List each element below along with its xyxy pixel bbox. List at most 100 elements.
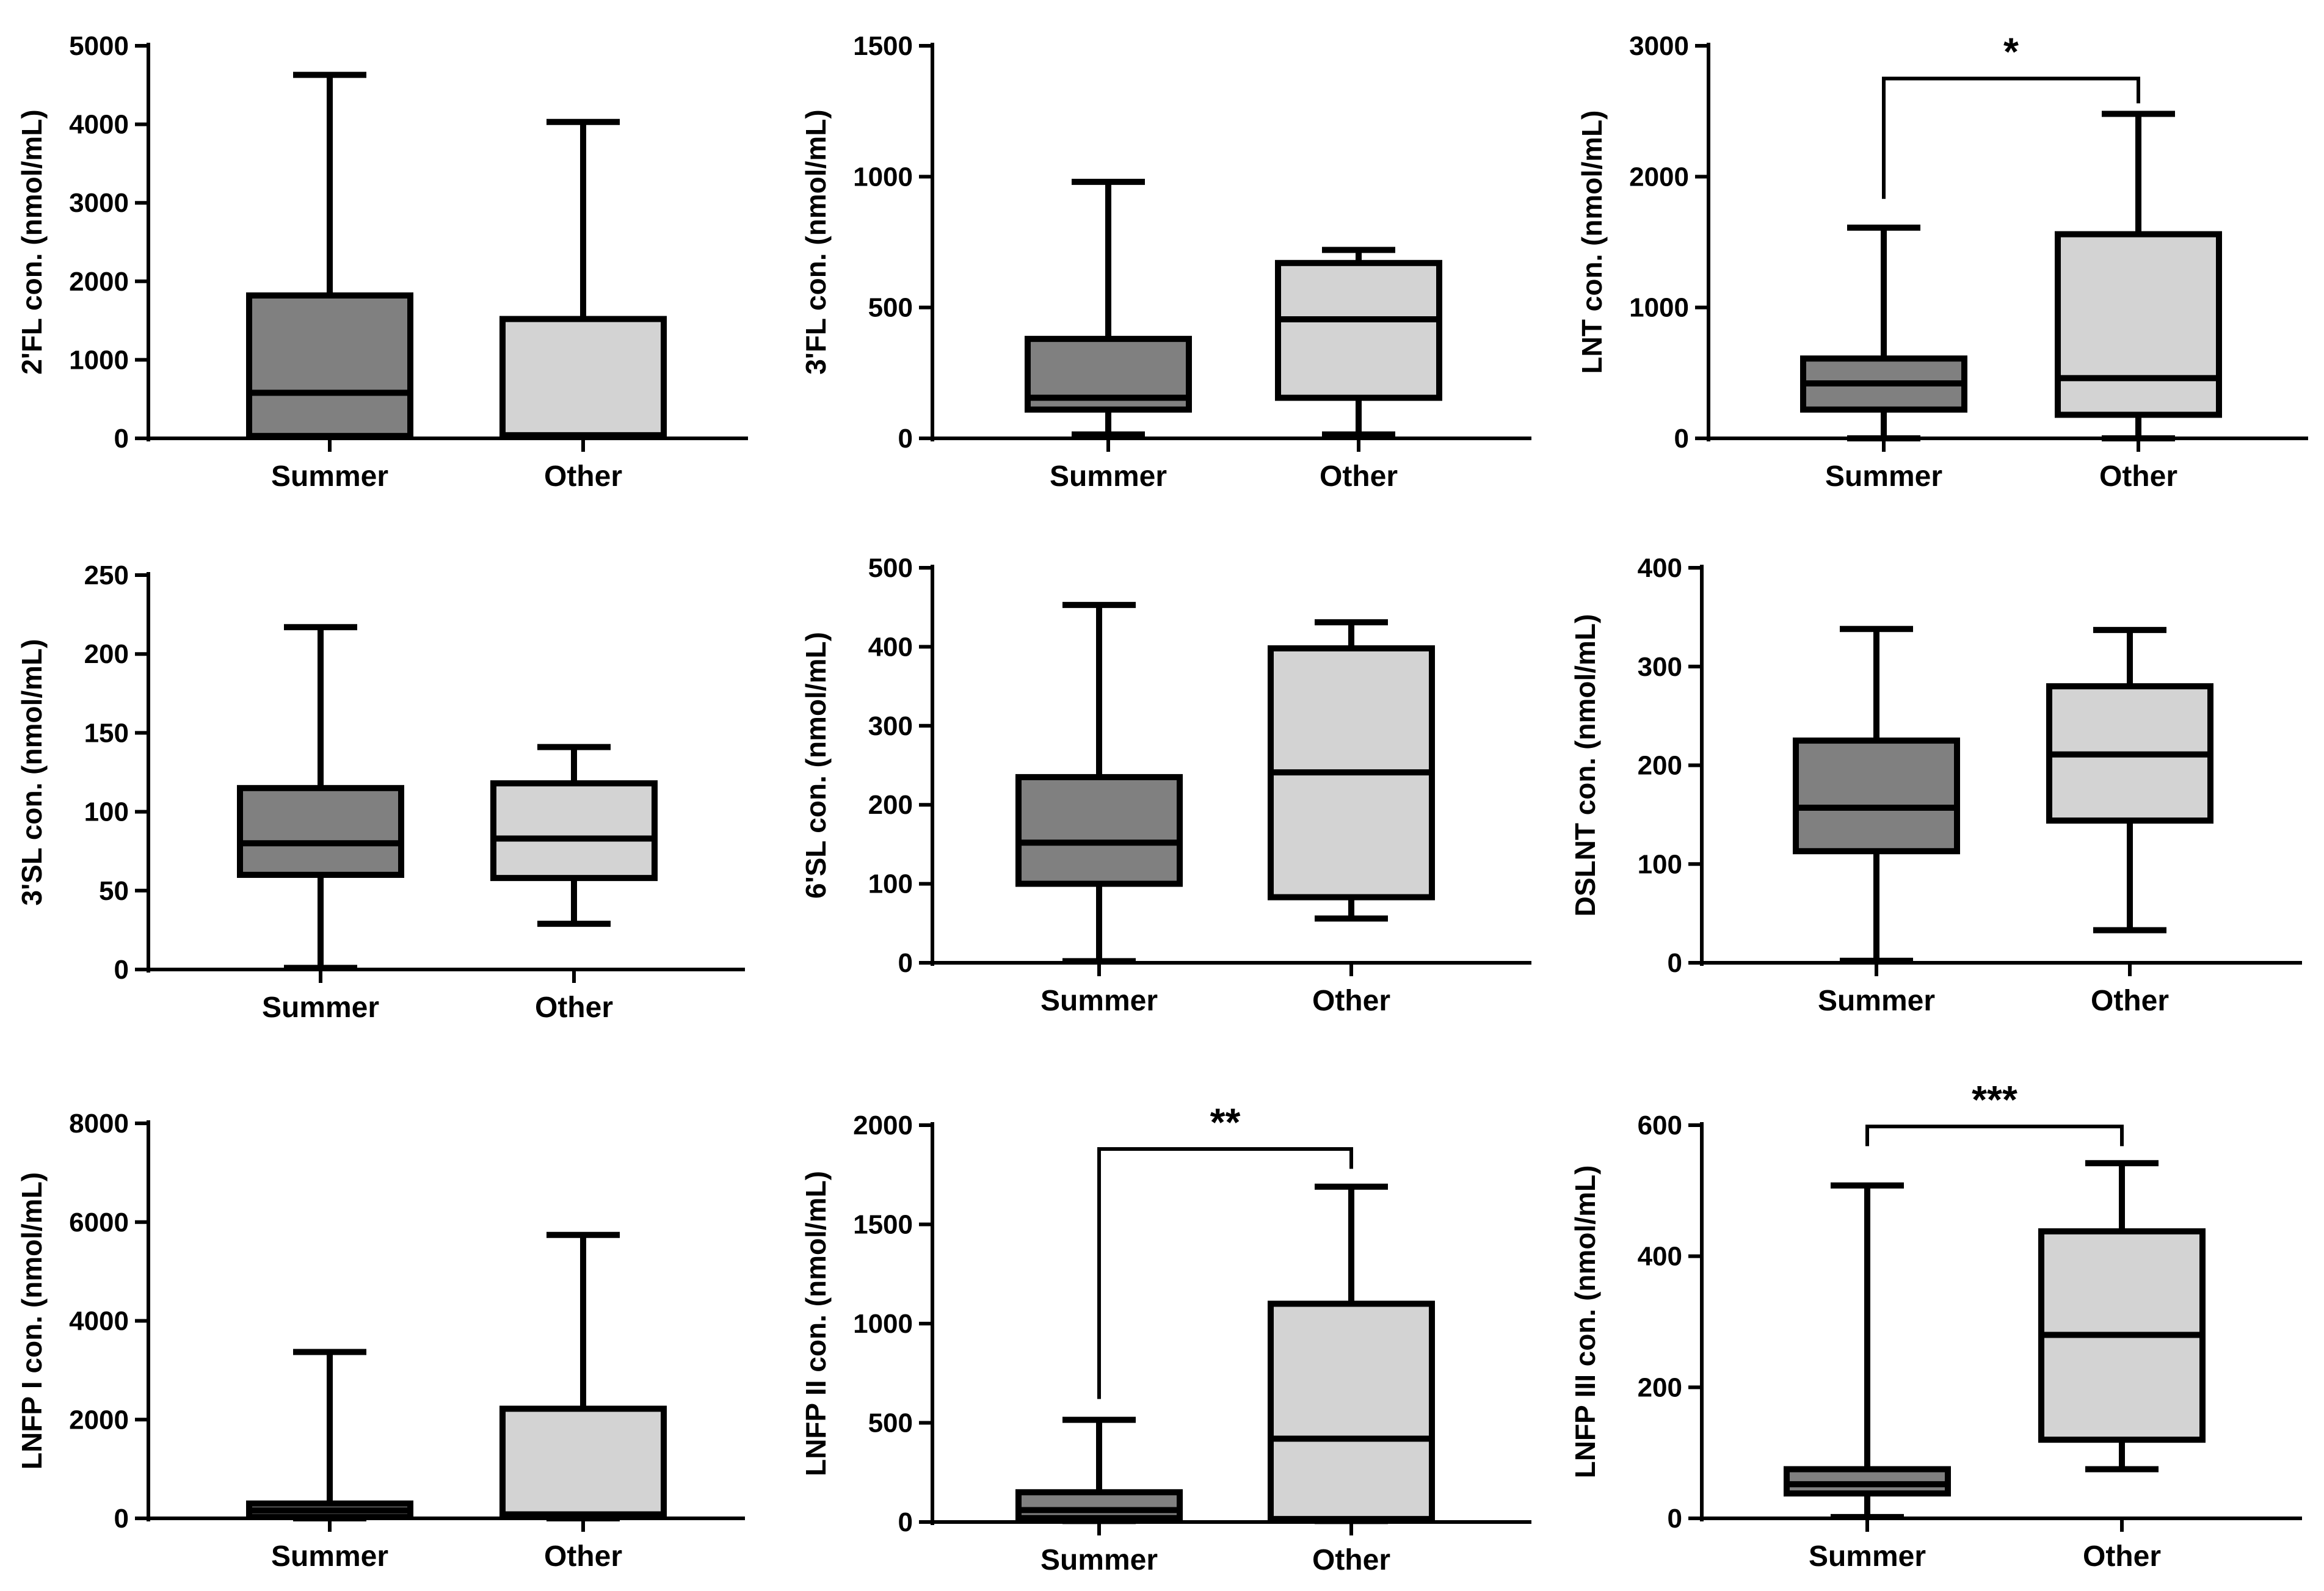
y-axis-title: 3'FL con. (nmol/mL) (800, 109, 832, 374)
panel-4: 0 50 100 150 200 250 3'SL con. (nmol/mL) Summer… (16, 560, 745, 1024)
box-summer (1015, 601, 1183, 965)
box-other (490, 744, 658, 927)
y-tick-label: 2000 (1629, 162, 1689, 192)
box-summer (1015, 1416, 1183, 1524)
y-tick-label: 100 (868, 869, 913, 899)
box-other (1268, 619, 1435, 922)
iqr-box (1275, 259, 1442, 401)
x-category-label-summer: Summer (262, 991, 379, 1024)
significance-bracket: ** (1097, 1100, 1353, 1399)
y-tick-label: 3000 (69, 188, 129, 218)
box-summer (246, 1349, 413, 1521)
significance-bracket: *** (1865, 1078, 2124, 1147)
y-tick-label: 400 (1638, 1242, 1682, 1272)
significance-bracket: * (1882, 30, 2140, 199)
x-category-label-summer: Summer (1825, 460, 1942, 493)
bracket-line (1882, 76, 2140, 199)
box-summer (246, 71, 413, 440)
box-other (2055, 111, 2222, 441)
y-axis-title: LNFP I con. (nmol/mL) (16, 1172, 48, 1470)
y-tick-label: 0 (1674, 424, 1689, 454)
x-category-label-other: Other (544, 1540, 622, 1573)
x-category-label-other: Other (2099, 460, 2177, 493)
y-tick-label: 0 (898, 948, 913, 978)
x-category-label-summer: Summer (1809, 1540, 1926, 1573)
iqr-box (499, 1405, 667, 1519)
y-tick-label: 2000 (853, 1111, 913, 1140)
iqr-box (1015, 774, 1183, 887)
x-category-label-summer: Summer (1040, 985, 1158, 1017)
iqr-box (1268, 1300, 1435, 1523)
iqr-box (1015, 1489, 1183, 1521)
box-other (1275, 247, 1442, 438)
x-category-label-summer: Summer (1818, 985, 1935, 1017)
x-category-label-summer: Summer (1050, 460, 1167, 493)
y-tick-label: 100 (1638, 849, 1682, 879)
y-tick-label: 500 (868, 293, 913, 323)
y-axis-title: 6'SL con. (nmol/mL) (800, 632, 832, 899)
y-tick-label: 0 (898, 424, 913, 454)
box-other (1268, 1183, 1435, 1524)
y-tick-label: 400 (1638, 553, 1682, 583)
y-tick-label: 2000 (69, 1405, 129, 1435)
y-tick-label: 200 (1638, 1372, 1682, 1402)
panel-9: 0 200 400 600 LNFP III con. (nmol/mL) Summer O… (1569, 1078, 2302, 1573)
iqr-box (2055, 231, 2222, 418)
x-category-label-other: Other (535, 991, 613, 1024)
y-tick-label: 5000 (69, 31, 129, 61)
y-tick-label: 0 (898, 1507, 913, 1537)
y-tick-label: 1500 (853, 31, 913, 61)
x-category-label-summer: Summer (1040, 1544, 1158, 1576)
y-tick-label: 200 (868, 790, 913, 820)
significance-label: *** (1972, 1078, 2017, 1122)
y-tick-label: 3000 (1629, 31, 1689, 61)
y-tick-label: 600 (1638, 1111, 1682, 1140)
bracket-line (1097, 1147, 1353, 1399)
y-tick-label: 0 (1668, 1504, 1682, 1534)
x-category-label-other: Other (1312, 1544, 1390, 1576)
y-tick-label: 0 (114, 424, 129, 454)
bracket-line (1865, 1125, 2124, 1147)
x-category-label-other: Other (2083, 1540, 2161, 1573)
box-other (499, 1231, 667, 1521)
x-category-label-summer: Summer (271, 460, 388, 493)
y-axis-title: LNFP II con. (nmol/mL) (800, 1171, 832, 1476)
y-tick-label: 0 (114, 955, 129, 985)
box-other (2046, 626, 2213, 933)
y-tick-label: 500 (868, 1408, 913, 1438)
y-tick-label: 300 (1638, 652, 1682, 682)
y-tick-label: 1000 (853, 1309, 913, 1339)
panel-3: 0 1000 2000 3000 LNT con. (nmol/mL) Summer Oth… (1576, 30, 2308, 493)
y-tick-label: 6000 (69, 1208, 129, 1238)
y-axis-title: LNT con. (nmol/mL) (1576, 111, 1608, 374)
box-other (499, 118, 667, 440)
y-tick-label: 4000 (69, 1307, 129, 1336)
panel-2: 0 500 1000 1500 3'FL con. (nmol/mL) Summer Oth… (800, 31, 1531, 493)
y-tick-label: 300 (868, 711, 913, 741)
iqr-box (490, 780, 658, 882)
y-tick-label: 1000 (1629, 293, 1689, 323)
y-tick-label: 2000 (69, 267, 129, 297)
y-tick-label: 250 (84, 560, 129, 590)
y-tick-label: 1000 (853, 162, 913, 192)
y-tick-label: 200 (1638, 751, 1682, 781)
box-other (2038, 1160, 2206, 1473)
significance-label: * (2003, 30, 2019, 74)
y-tick-label: 0 (1668, 948, 1682, 978)
y-axis-title: 2'FL con. (nmol/mL) (16, 109, 48, 374)
box-summer (1784, 1182, 1951, 1520)
panel-6: 0 100 200 300 400 DSLNT con. (nmol/mL) Summer O… (1569, 553, 2302, 1017)
x-category-label-other: Other (2091, 985, 2169, 1017)
y-axis-title: DSLNT con. (nmol/mL) (1569, 614, 1601, 917)
panel-7: 0 2000 4000 6000 8000 LNFP I con. (nmol/mL) Su… (16, 1109, 745, 1573)
y-tick-label: 0 (114, 1504, 129, 1534)
y-tick-label: 8000 (69, 1109, 129, 1139)
x-category-label-other: Other (544, 460, 622, 493)
x-category-label-summer: Summer (271, 1540, 388, 1573)
y-tick-label: 500 (868, 553, 913, 583)
iqr-box (246, 292, 413, 440)
panel-8: 0 500 1000 1500 2000 LNFP II con. (nmol/mL) Su… (800, 1100, 1531, 1576)
box-summer (1793, 626, 1960, 964)
y-tick-label: 4000 (69, 110, 129, 140)
